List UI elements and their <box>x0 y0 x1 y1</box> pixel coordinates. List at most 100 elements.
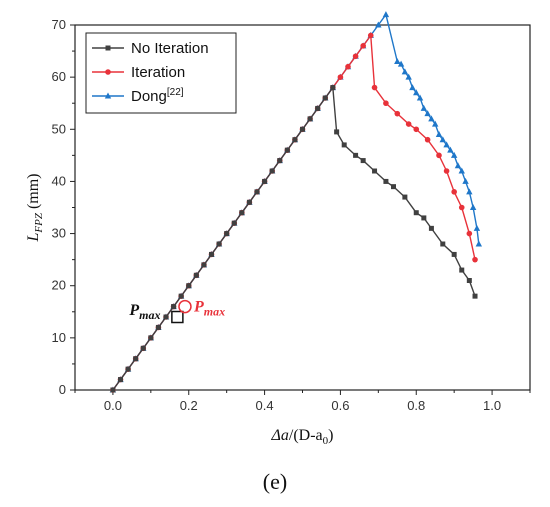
data-point <box>416 94 424 101</box>
data-point <box>352 53 359 60</box>
y-tick-label: 40 <box>52 173 66 188</box>
data-point <box>459 267 465 273</box>
data-point <box>424 110 431 117</box>
y-tick-label: 10 <box>52 330 66 345</box>
data-point <box>424 136 431 143</box>
legend-swatch-marker <box>105 45 111 51</box>
data-point <box>440 241 446 247</box>
data-point <box>277 158 283 164</box>
data-point <box>421 215 427 221</box>
data-point <box>405 73 412 80</box>
data-point <box>397 60 405 67</box>
pmax-annotation-1: Pmax <box>178 299 225 319</box>
legend-label: Dong[22] <box>131 87 184 105</box>
data-point <box>118 377 123 383</box>
data-point <box>262 178 268 184</box>
data-point <box>469 204 477 210</box>
data-point <box>300 126 305 132</box>
data-point <box>216 241 222 247</box>
data-point <box>231 220 237 226</box>
data-point <box>447 146 454 153</box>
data-point <box>401 68 409 75</box>
data-point <box>383 178 389 184</box>
data-point <box>125 366 131 372</box>
data-point <box>475 240 483 247</box>
x-tick-label: 0.2 <box>180 398 198 413</box>
data-point <box>443 141 450 148</box>
data-point <box>435 131 443 137</box>
data-point <box>382 11 390 18</box>
data-point <box>413 126 420 133</box>
data-point <box>224 231 230 237</box>
data-point <box>383 100 389 107</box>
data-point <box>193 272 199 278</box>
series-line <box>112 85 476 391</box>
data-point <box>110 387 116 393</box>
data-point <box>360 158 366 164</box>
data-point <box>239 210 245 216</box>
data-point <box>322 95 328 101</box>
data-point <box>254 189 260 195</box>
data-point <box>432 120 439 127</box>
data-point <box>163 314 169 320</box>
data-point <box>451 251 457 257</box>
y-tick-label: 50 <box>52 121 66 136</box>
data-point <box>409 84 416 91</box>
data-point <box>341 142 347 148</box>
data-point <box>405 121 412 127</box>
data-point <box>186 283 192 289</box>
data-point <box>372 168 378 174</box>
data-point <box>413 89 420 96</box>
data-point <box>454 162 462 169</box>
data-point <box>360 43 366 49</box>
data-point <box>307 116 313 122</box>
data-point <box>428 225 434 231</box>
data-point <box>413 210 419 216</box>
legend-box <box>85 32 237 114</box>
y-axis-title: LFPZ (mm) <box>25 173 45 242</box>
data-point <box>473 224 481 231</box>
data-point <box>269 168 275 174</box>
y-tick-label: 70 <box>52 17 66 32</box>
pmax-label: Pmax <box>128 302 160 322</box>
data-point <box>371 84 378 91</box>
data-point <box>443 168 450 174</box>
pmax-label: Pmax <box>193 299 225 319</box>
data-point <box>451 189 457 195</box>
data-point <box>391 184 396 190</box>
series-0 <box>110 85 478 393</box>
data-point <box>439 136 446 143</box>
data-point <box>458 167 465 174</box>
data-point <box>337 74 344 80</box>
x-tick-label: 0.6 <box>331 398 349 413</box>
x-axis-title: Δa/(D-a0) <box>271 427 334 447</box>
data-point <box>466 230 473 237</box>
data-point <box>334 129 340 135</box>
data-point <box>375 21 382 28</box>
data-point <box>472 256 478 263</box>
data-point <box>201 262 207 268</box>
legend-label: No Iteration <box>131 40 209 57</box>
data-point <box>171 304 177 310</box>
y-tick-label: 30 <box>52 226 66 241</box>
data-point <box>458 204 465 211</box>
data-point <box>394 110 401 117</box>
x-tick-label: 0.4 <box>256 398 274 413</box>
panel-label: (e) <box>263 469 287 494</box>
y-tick-label: 20 <box>52 278 66 293</box>
data-point <box>148 335 154 341</box>
data-point <box>209 251 214 257</box>
data-point <box>284 147 290 153</box>
data-point <box>394 58 401 64</box>
data-point <box>315 105 321 111</box>
x-tick-label: 0.0 <box>104 398 122 413</box>
data-point <box>466 188 473 195</box>
data-point <box>466 278 472 283</box>
data-point <box>428 115 435 122</box>
y-tick-label: 60 <box>52 69 66 84</box>
data-point <box>367 32 374 39</box>
data-point <box>292 137 298 143</box>
y-tick-label: 0 <box>59 382 66 397</box>
data-point <box>450 151 458 158</box>
